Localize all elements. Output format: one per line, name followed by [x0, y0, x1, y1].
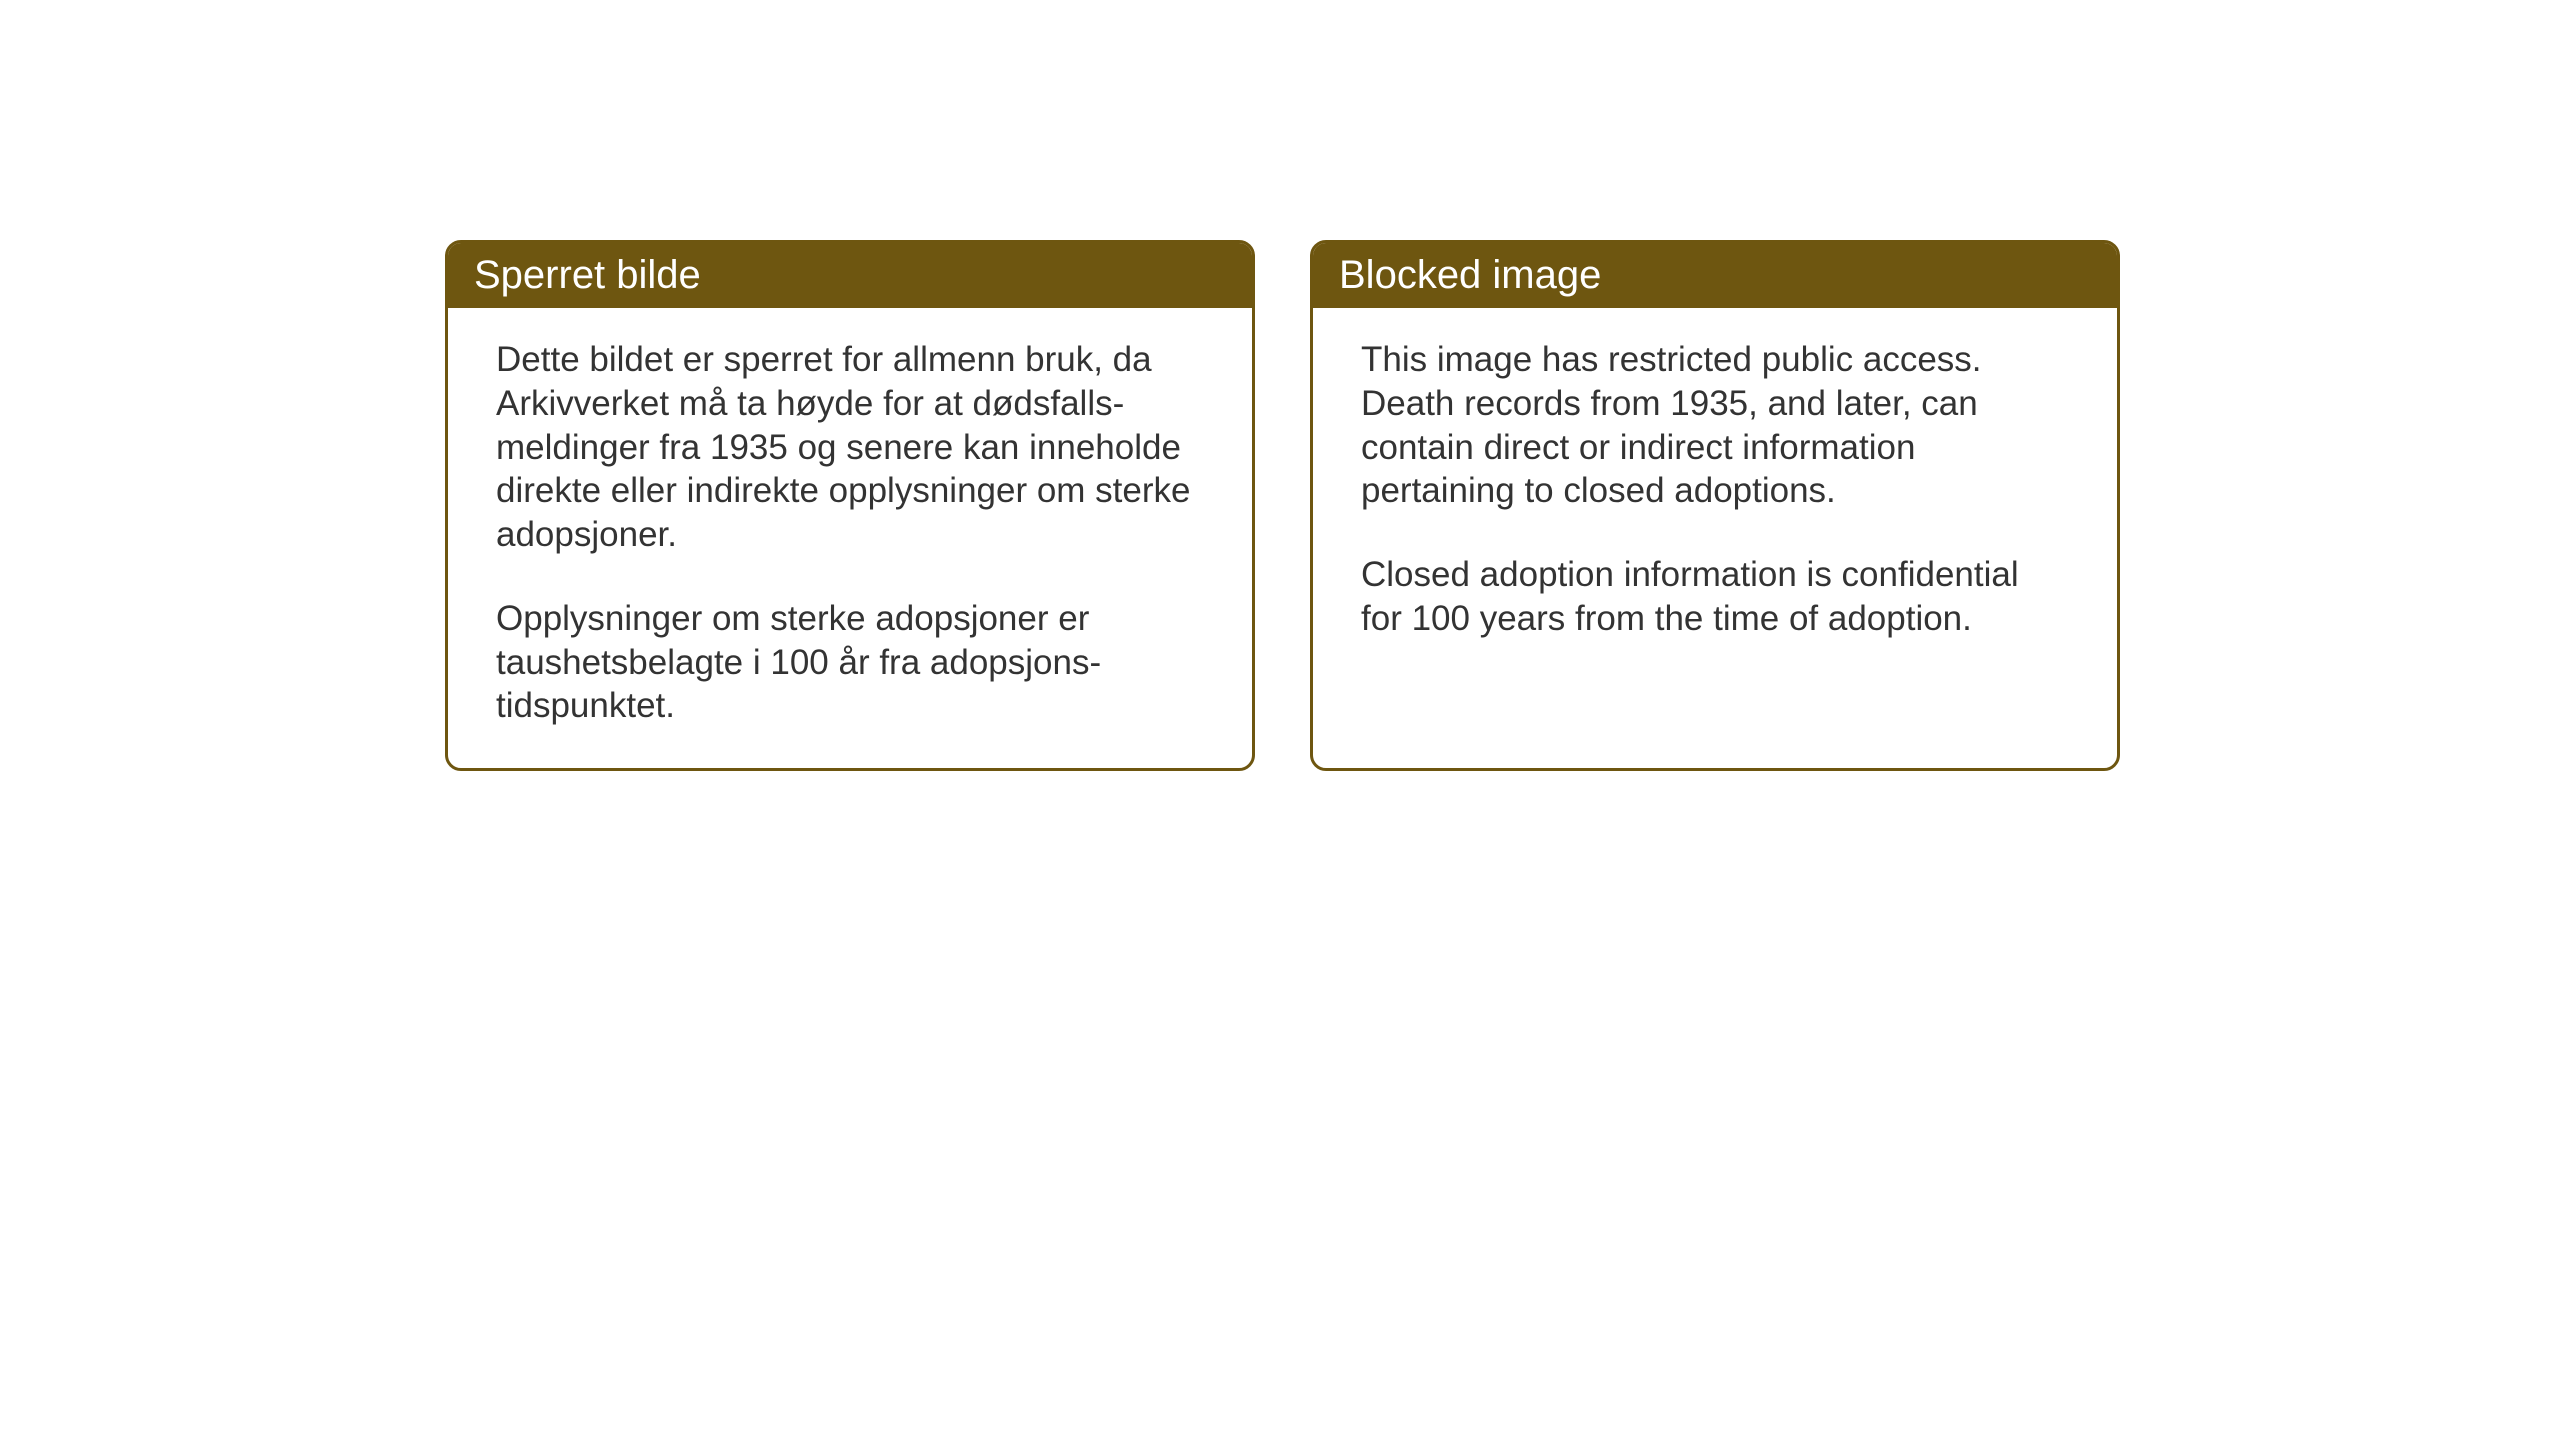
- card-paragraph-1-norwegian: Dette bildet er sperret for allmenn bruk…: [496, 338, 1204, 557]
- card-body-norwegian: Dette bildet er sperret for allmenn bruk…: [448, 308, 1252, 768]
- card-header-english: Blocked image: [1313, 243, 2117, 308]
- notice-card-norwegian: Sperret bilde Dette bildet er sperret fo…: [445, 240, 1255, 771]
- card-paragraph-1-english: This image has restricted public access.…: [1361, 338, 2069, 513]
- notice-container: Sperret bilde Dette bildet er sperret fo…: [445, 240, 2120, 771]
- card-paragraph-2-english: Closed adoption information is confident…: [1361, 553, 2069, 641]
- card-title-norwegian: Sperret bilde: [474, 253, 701, 297]
- card-body-english: This image has restricted public access.…: [1313, 308, 2117, 758]
- card-header-norwegian: Sperret bilde: [448, 243, 1252, 308]
- card-paragraph-2-norwegian: Opplysninger om sterke adopsjoner er tau…: [496, 597, 1204, 728]
- card-title-english: Blocked image: [1339, 253, 1601, 297]
- notice-card-english: Blocked image This image has restricted …: [1310, 240, 2120, 771]
